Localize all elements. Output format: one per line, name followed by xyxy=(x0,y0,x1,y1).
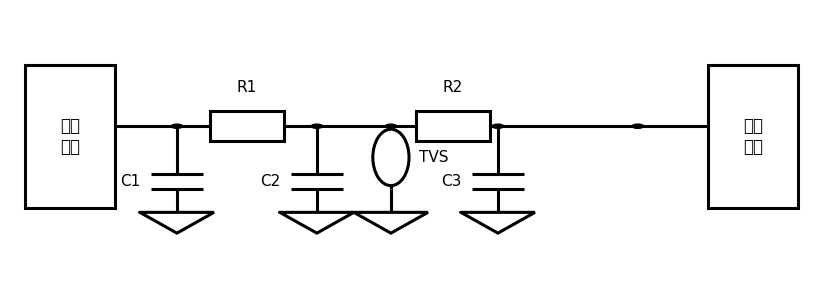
Circle shape xyxy=(492,124,504,128)
Circle shape xyxy=(311,124,323,128)
Bar xyxy=(708,65,798,208)
Text: 信号
输入: 信号 输入 xyxy=(60,117,80,156)
Ellipse shape xyxy=(373,129,409,186)
Text: 跟随
电路: 跟随 电路 xyxy=(743,117,763,156)
Text: R1: R1 xyxy=(237,80,257,95)
Text: C3: C3 xyxy=(441,174,462,189)
Bar xyxy=(25,65,115,208)
Circle shape xyxy=(171,124,183,128)
Text: C1: C1 xyxy=(120,174,141,189)
Text: R2: R2 xyxy=(443,80,463,95)
Text: C2: C2 xyxy=(260,174,281,189)
Circle shape xyxy=(632,124,644,128)
Text: TVS: TVS xyxy=(419,150,449,165)
Bar xyxy=(416,111,490,141)
Circle shape xyxy=(385,124,397,128)
Bar xyxy=(210,111,284,141)
